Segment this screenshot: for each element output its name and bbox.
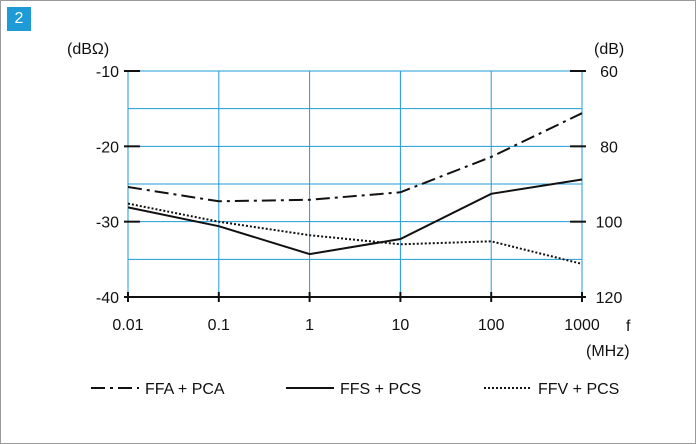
y-axis-right-label: (dB) — [594, 41, 624, 58]
series-line-2 — [127, 178, 583, 256]
legend: FFA + PCA FFS + PCS FFV + PCS — [91, 381, 619, 398]
series-lines — [127, 112, 583, 265]
axes: 0.01 0.1 1 10 100 1000 -10 -20 -30 -40 60 80 100 120 — [96, 64, 623, 334]
axis-labels: (dBΩ) (dB) f (MHz) — [67, 41, 631, 360]
y-tick-label-left: -40 — [96, 290, 119, 307]
x-tick-label: 10 — [392, 317, 410, 334]
series-line-3 — [127, 202, 583, 265]
x-tick-label: 0.01 — [112, 317, 143, 334]
x-axis-unit-label: (MHz) — [586, 343, 630, 360]
y-tick-label-left: -10 — [96, 64, 119, 81]
series-line-1 — [127, 112, 583, 203]
x-unit-prefix: f — [626, 318, 631, 335]
y-tick-label-right: 80 — [600, 139, 618, 156]
legend-label-3: FFV + PCS — [538, 381, 619, 398]
y-tick-label-right: 60 — [600, 64, 618, 81]
legend-label-1: FFA + PCA — [145, 381, 225, 398]
y-tick-label-left: -20 — [96, 139, 119, 156]
figure-number-badge: 2 — [7, 7, 31, 31]
x-tick-label: 1 — [305, 317, 314, 334]
y-tick-label-left: -30 — [96, 215, 119, 232]
x-tick-label: 0.1 — [208, 317, 230, 334]
y-axis-left-label: (dBΩ) — [67, 41, 109, 58]
grid — [128, 70, 583, 297]
legend-label-2: FFS + PCS — [340, 381, 421, 398]
y-tick-label-right: 120 — [596, 290, 623, 307]
y-tick-label-right: 100 — [596, 215, 623, 232]
x-tick-label: 100 — [478, 317, 505, 334]
x-tick-label: 1000 — [564, 317, 600, 334]
